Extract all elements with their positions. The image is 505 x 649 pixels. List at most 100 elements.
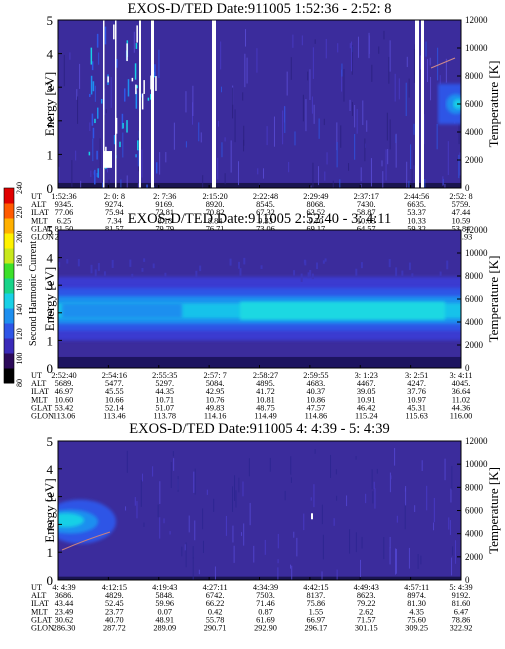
streak-mark: [413, 49, 415, 83]
streak-mark: [322, 260, 325, 264]
table-cell: 4829.: [105, 591, 124, 600]
table-cell: 71.57: [357, 615, 376, 624]
streak-mark: [305, 99, 307, 132]
colorbar-tick-label: 140: [15, 304, 24, 316]
streak-mark: [351, 102, 353, 116]
table-cell: 59.96: [155, 599, 174, 608]
intensity-band: [240, 301, 445, 320]
streak-mark: [356, 109, 358, 134]
streak-mark: [322, 534, 324, 560]
streak-mark: [229, 258, 232, 266]
table-cell: 76.71: [206, 224, 225, 233]
streak-mark: [336, 495, 338, 501]
table-cell: 10.97: [407, 395, 426, 404]
streak-mark: [325, 38, 327, 59]
table-cell: 4:27:11: [203, 583, 228, 592]
streak-mark: [146, 184, 148, 188]
table-cell: 290.71: [204, 624, 227, 633]
streak-mark: [376, 468, 378, 474]
streak-mark: [348, 163, 350, 171]
y2-tick-label: 12000: [465, 15, 488, 25]
colorbar-swatch: [4, 248, 14, 264]
streak-mark: [420, 55, 422, 70]
table-row-label: ILAT: [31, 387, 49, 396]
streak-mark: [163, 518, 165, 524]
y2-axis-label: Temperature [K]: [486, 467, 501, 554]
y2-tick-label: 2000: [465, 552, 484, 562]
table-cell: 309.25: [405, 624, 428, 633]
streak-mark: [351, 45, 353, 75]
table-cell: 8545.: [256, 200, 275, 209]
table-cell: 41.72: [256, 387, 275, 396]
streak-mark: [140, 479, 142, 507]
streak-mark: [77, 258, 80, 267]
table-cell: 66.97: [307, 615, 326, 624]
y-tick-label: 1: [47, 147, 54, 162]
streak-mark: [80, 180, 82, 188]
table-cell: 9274.: [105, 200, 124, 209]
y-tick-label: 1: [47, 333, 54, 348]
table-row-label: UT: [31, 583, 42, 592]
y2-tick-label: 4000: [465, 317, 484, 327]
streak-mark: [277, 559, 279, 564]
streak-mark: [401, 270, 404, 276]
streak-mark: [129, 259, 132, 267]
streak-mark: [385, 149, 387, 181]
streak-mark: [220, 41, 222, 70]
streak-mark: [433, 522, 435, 531]
streak-mark: [225, 515, 227, 536]
streak-mark: [269, 457, 271, 472]
table-cell: 8.18: [157, 216, 172, 225]
table-cell: 10.03: [357, 216, 376, 225]
plot-content: [58, 257, 461, 368]
table-cell: 0.87: [258, 607, 273, 616]
data-gap: [421, 20, 424, 188]
streak-mark: [66, 259, 69, 264]
streak-mark: [110, 77, 112, 108]
streak-mark: [134, 497, 136, 506]
streak-mark: [309, 269, 312, 277]
streak-mark: [336, 122, 338, 151]
streak-mark: [141, 93, 144, 110]
table-row-label: ILAT: [31, 208, 49, 217]
streak-mark: [141, 267, 144, 272]
streak-mark: [365, 493, 367, 504]
colorbar-swatch: [4, 338, 14, 354]
streak-mark: [154, 64, 156, 77]
table-row-label: MLT: [31, 395, 48, 404]
streak-mark: [277, 533, 279, 549]
temperature-trace: [61, 531, 111, 551]
streak-mark: [194, 520, 196, 541]
streak-mark: [91, 61, 94, 71]
streak-mark: [303, 513, 305, 531]
streak-mark: [242, 481, 244, 497]
streak-mark: [394, 73, 396, 102]
streak-mark: [90, 264, 93, 274]
y-tick-label: 0: [47, 361, 54, 376]
table-cell: 6.25: [57, 216, 72, 225]
y-tick-label: 5: [47, 434, 54, 449]
streak-mark: [257, 168, 259, 175]
streak-mark: [394, 548, 396, 575]
streak-mark: [89, 122, 91, 131]
streak-mark: [234, 475, 236, 501]
streak-mark: [213, 498, 215, 512]
table-cell: 2:57: 7: [203, 371, 226, 380]
table-cell: 2:29:49: [303, 192, 328, 201]
streak-mark: [238, 477, 240, 493]
streak-mark: [312, 47, 314, 79]
streak-mark: [366, 120, 368, 132]
streak-mark: [333, 518, 335, 526]
table-cell: 301.15: [355, 624, 378, 633]
table-row-label: GLON: [31, 624, 54, 633]
streak-mark: [155, 162, 158, 174]
streak-mark: [238, 161, 240, 186]
streak-mark: [217, 120, 219, 127]
panel-2: EXOS-D/TED Date:911005 2:52:40 - 3: 4:11…: [31, 211, 501, 421]
streak-mark: [273, 116, 275, 147]
y-tick-label: 1: [47, 545, 54, 560]
streak-mark: [137, 140, 139, 151]
streak-mark: [243, 125, 245, 146]
streak-mark: [91, 113, 94, 126]
table-cell: 5759.: [452, 200, 471, 209]
